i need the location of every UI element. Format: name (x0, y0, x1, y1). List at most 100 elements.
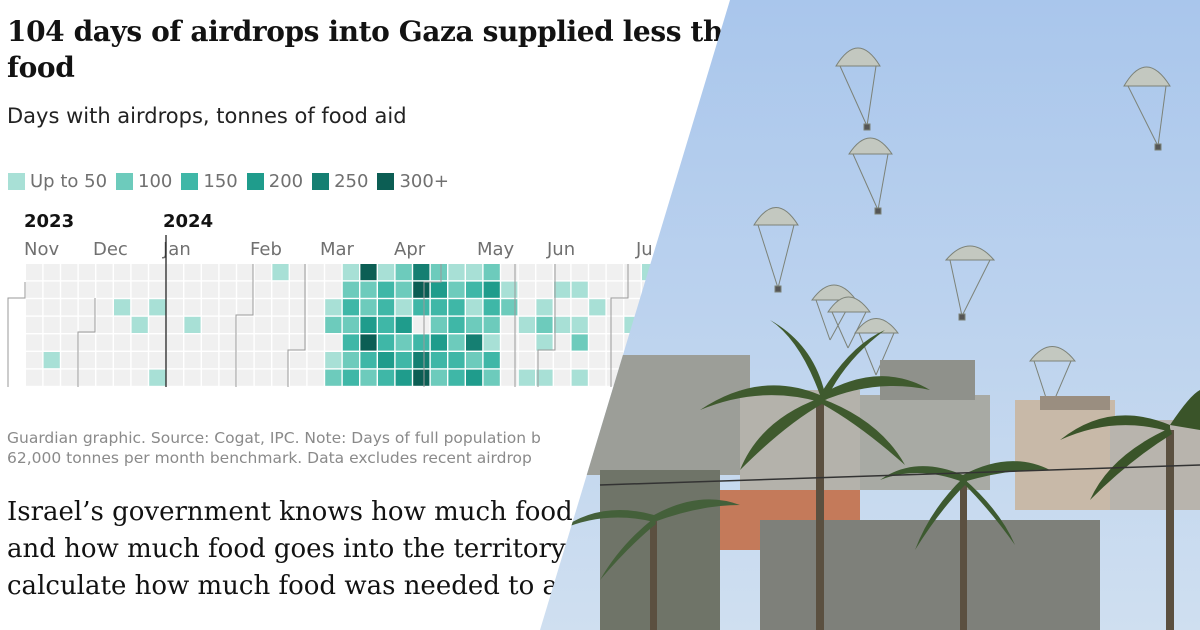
heatmap-cell (184, 369, 201, 386)
heatmap-cell (483, 264, 500, 281)
heatmap-cell (430, 281, 447, 298)
heatmap-cell (307, 369, 324, 386)
heatmap-cell (149, 264, 166, 281)
source-line: 62,000 tonnes per month benchmark. Data … (7, 449, 532, 467)
parachute-icon (835, 47, 881, 131)
heatmap-cell (26, 352, 43, 369)
heatmap-cell (342, 334, 359, 351)
year-label: 2023 (24, 211, 74, 232)
heatmap-cell (571, 334, 588, 351)
heatmap-cell (325, 264, 342, 281)
heatmap-cell (290, 316, 307, 333)
legend-label: 100 (138, 171, 173, 192)
heatmap-cell (114, 316, 131, 333)
heatmap-cell (114, 264, 131, 281)
heatmap-cell (378, 281, 395, 298)
heatmap-cell (96, 299, 113, 316)
heatmap-cell (589, 299, 606, 316)
heatmap-cell (61, 281, 78, 298)
heatmap-cell (131, 264, 148, 281)
heatmap-cell (61, 316, 78, 333)
month-boundary (7, 282, 26, 387)
heatmap-cell (571, 369, 588, 386)
power-line (599, 464, 1200, 486)
body-line: and how much food goes into the territor… (7, 534, 571, 564)
heatmap-cell (96, 334, 113, 351)
heatmap-cell (518, 352, 535, 369)
heatmap-cell (61, 352, 78, 369)
heatmap-cell (483, 299, 500, 316)
heatmap-cell (483, 352, 500, 369)
heatmap-cell (430, 316, 447, 333)
heatmap-cell (589, 316, 606, 333)
heatmap-cell (61, 264, 78, 281)
heatmap-cell (219, 334, 236, 351)
legend-swatch (181, 173, 199, 190)
heatmap-cell (536, 352, 553, 369)
heatmap-cell (413, 334, 430, 351)
airdrop-calendar-heatmap: 2023 2024 Nov Dec Jan Feb Mar Apr May Jun Ju (7, 211, 659, 387)
heatmap-cell (360, 264, 377, 281)
source-line: Guardian graphic. Source: Cogat, IPC. No… (7, 429, 541, 447)
body-line: calculate how much food was needed to av (7, 571, 573, 601)
heatmap-cell (237, 264, 254, 281)
heatmap-cell (78, 264, 95, 281)
heatmap-cell (272, 369, 289, 386)
legend-swatch (8, 173, 25, 190)
month-tick-label: Jun (546, 239, 575, 260)
heatmap-cell (413, 264, 430, 281)
heatmap-cell (184, 334, 201, 351)
heatmap-cell (430, 352, 447, 369)
heatmap-cell (395, 369, 412, 386)
heatmap-cell (149, 334, 166, 351)
heatmap-cell (342, 316, 359, 333)
headline-line-1: 104 days of airdrops into Gaza supplied … (7, 15, 790, 48)
heatmap-cell (589, 264, 606, 281)
heatmap-cell (114, 281, 131, 298)
chart-headline: 104 days of airdrops into Gaza supplied … (7, 14, 1157, 86)
heatmap-cell (43, 281, 60, 298)
heatmap-cell (307, 316, 324, 333)
heatmap-cell (395, 316, 412, 333)
heatmap-cell (518, 334, 535, 351)
heatmap-cell (26, 369, 43, 386)
month-tick-label: Apr (394, 239, 426, 260)
month-boundary (235, 264, 254, 387)
legend-swatch (246, 173, 264, 190)
legend-item: 150 (181, 171, 238, 192)
legend-item: Up to 50 (8, 171, 107, 192)
heatmap-cell (166, 299, 183, 316)
heatmap-cell (219, 281, 236, 298)
heatmap-cell (448, 299, 465, 316)
heatmap-cell (501, 264, 518, 281)
heatmap-cell (184, 299, 201, 316)
parachute-icon (848, 137, 893, 215)
heatmap-cell (237, 352, 254, 369)
month-boundary (537, 264, 556, 387)
month-tick-label: May (477, 239, 515, 260)
heatmap-cell (26, 334, 43, 351)
heatmap-cell (518, 299, 535, 316)
heatmap-cell (114, 334, 131, 351)
heatmap-cell (554, 264, 571, 281)
heatmap-cell (184, 264, 201, 281)
month-tick-label: Dec (93, 239, 128, 260)
legend-swatch (116, 173, 134, 190)
heatmap-cell (325, 316, 342, 333)
legend-label: 200 (268, 171, 304, 192)
heatmap-cell (254, 334, 271, 351)
parachute-icon (827, 296, 871, 349)
heatmap-cell (237, 299, 254, 316)
heatmap-cell (166, 334, 183, 351)
heatmap-cell (448, 316, 465, 333)
heatmap-cell (43, 299, 60, 316)
heatmap-cell (430, 299, 447, 316)
heatmap-cell (272, 334, 289, 351)
heatmap-cell (395, 281, 412, 298)
heatmap-cell (483, 334, 500, 351)
heatmap-cell (501, 369, 518, 386)
heatmap-cell (290, 299, 307, 316)
heatmap-cell (536, 281, 553, 298)
month-boundary (77, 298, 96, 387)
legend-item: 300+ (377, 171, 449, 192)
